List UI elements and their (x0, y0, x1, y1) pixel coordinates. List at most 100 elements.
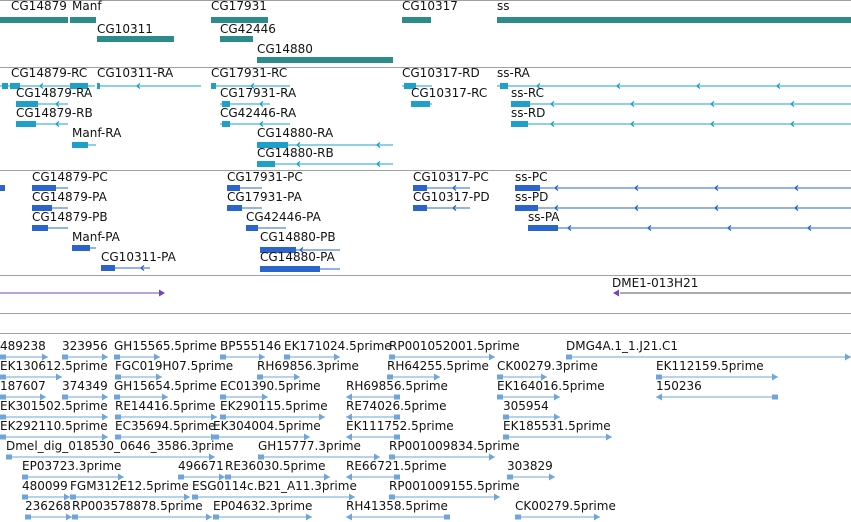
exon-block[interactable] (97, 83, 100, 89)
est-block[interactable] (258, 454, 264, 460)
est-block[interactable] (772, 394, 778, 400)
est-block[interactable] (225, 474, 231, 480)
exon-block[interactable] (257, 142, 288, 148)
est-block[interactable] (213, 434, 219, 440)
est-block[interactable] (566, 354, 572, 360)
est-block[interactable] (387, 374, 393, 380)
exon-block[interactable] (70, 83, 88, 89)
est-block[interactable] (114, 394, 120, 400)
exon-block[interactable] (411, 101, 430, 107)
est-block[interactable] (394, 414, 400, 420)
exon-block[interactable] (511, 121, 528, 127)
exon-block[interactable] (10, 83, 20, 89)
est-block[interactable] (0, 354, 6, 360)
arrow-right-icon (489, 453, 495, 461)
est-block[interactable] (25, 514, 31, 520)
est-block[interactable] (394, 474, 400, 480)
est-label: EP04632.3prime (213, 499, 312, 513)
protein-block[interactable] (32, 225, 48, 231)
protein-block[interactable] (227, 185, 240, 191)
exon-block[interactable] (500, 83, 508, 89)
exon-block[interactable] (72, 142, 88, 148)
est-block[interactable] (220, 354, 226, 360)
exon-block[interactable] (511, 101, 530, 107)
protein-block[interactable] (528, 225, 558, 231)
protein-block[interactable] (72, 245, 90, 251)
est-block[interactable] (178, 474, 184, 480)
strand-arrow-icon (713, 205, 719, 211)
est-block[interactable] (389, 494, 395, 500)
est-block[interactable] (0, 414, 6, 420)
est-block[interactable] (220, 394, 226, 400)
est-block[interactable] (497, 394, 503, 400)
gene-cg14879[interactable] (0, 17, 68, 23)
gene-cg14880[interactable] (257, 57, 393, 63)
gene-ss[interactable] (497, 17, 851, 23)
exon-block[interactable] (16, 121, 36, 127)
est-block[interactable] (115, 414, 121, 420)
protein-block[interactable] (246, 225, 258, 231)
arrow-right-icon (845, 353, 851, 361)
est-label: EK290115.5prime (220, 399, 328, 413)
est-block[interactable] (515, 514, 521, 520)
exon-block[interactable] (222, 121, 230, 127)
est-block[interactable] (115, 434, 121, 440)
est-block[interactable] (114, 354, 120, 360)
est-block[interactable] (394, 434, 400, 440)
est-block[interactable] (389, 454, 395, 460)
exon-block[interactable] (222, 101, 230, 107)
gene-cg17931[interactable] (211, 17, 268, 23)
gene-manf[interactable] (70, 17, 96, 23)
est-block[interactable] (72, 514, 78, 520)
est-block[interactable] (257, 374, 263, 380)
protein-block[interactable] (0, 185, 5, 191)
protein-block[interactable] (227, 205, 242, 211)
exon-block[interactable] (404, 83, 416, 89)
exon-block[interactable] (2, 83, 8, 89)
est-block[interactable] (62, 354, 68, 360)
protein-block[interactable] (101, 265, 115, 271)
protein-block[interactable] (413, 205, 427, 211)
est-label: 303829 (507, 459, 553, 473)
est-block[interactable] (497, 374, 503, 380)
est-block[interactable] (656, 374, 662, 380)
arrow-right-icon (159, 289, 165, 297)
est-block[interactable] (22, 494, 28, 500)
est-block[interactable] (0, 394, 6, 400)
protein-block[interactable] (260, 247, 296, 253)
est-block[interactable] (70, 494, 76, 500)
gene-cg42446[interactable] (220, 36, 253, 42)
protein-block[interactable] (515, 205, 538, 211)
est-block[interactable] (0, 434, 6, 440)
strand-arrow-icon (709, 101, 715, 107)
est-block[interactable] (394, 394, 400, 400)
est-block[interactable] (503, 414, 509, 420)
gene-cg10311[interactable] (97, 36, 174, 42)
gene-cg10317[interactable] (402, 17, 431, 23)
est-block[interactable] (213, 514, 219, 520)
est-block[interactable] (284, 354, 290, 360)
protein-block[interactable] (413, 185, 427, 191)
strand-arrow-icon (789, 101, 795, 107)
est-label: EK185531.5prime (503, 419, 611, 433)
protein-block[interactable] (260, 266, 320, 272)
arrow-right-icon (40, 393, 46, 401)
est-block[interactable] (503, 434, 509, 440)
est-block[interactable] (115, 374, 121, 380)
est-block[interactable] (192, 494, 198, 500)
est-block[interactable] (22, 474, 28, 480)
est-block[interactable] (6, 454, 12, 460)
est-block[interactable] (389, 354, 395, 360)
exon-block[interactable] (16, 101, 38, 107)
est-block[interactable] (62, 394, 68, 400)
est-label: EK171024.5prime (284, 339, 392, 353)
est-block[interactable] (0, 374, 6, 380)
exon-block[interactable] (211, 83, 216, 89)
protein-block[interactable] (32, 185, 56, 191)
exon-block[interactable] (257, 161, 275, 167)
protein-block[interactable] (515, 185, 540, 191)
est-block[interactable] (444, 514, 450, 520)
est-block[interactable] (507, 474, 513, 480)
protein-block[interactable] (32, 205, 52, 211)
est-block[interactable] (220, 414, 226, 420)
